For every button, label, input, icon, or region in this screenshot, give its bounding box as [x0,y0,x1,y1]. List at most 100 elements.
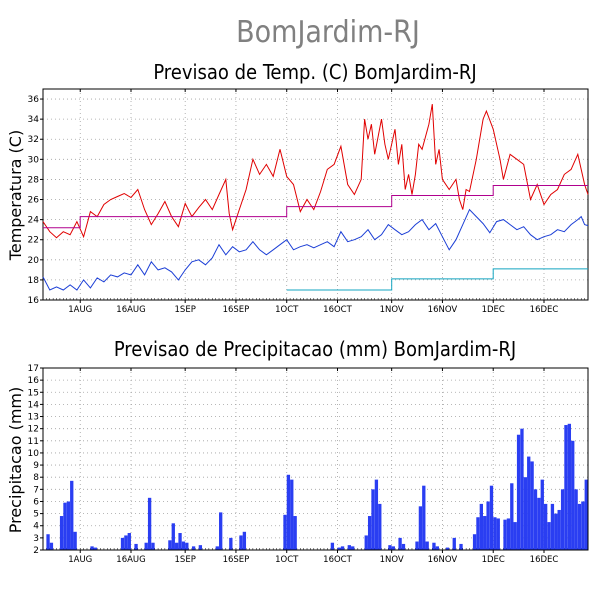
precip-bar [374,479,379,550]
precip-bar [489,485,494,550]
precip-bar [401,543,406,550]
precip-bar [476,517,480,550]
precip-bar [175,542,179,550]
precip-bar [147,497,152,550]
precip-bar [496,518,500,550]
y-tick-label: 4 [33,522,39,532]
x-tick-label: 1SEP [175,555,196,565]
precip-bar [171,523,175,550]
precip-bar [547,522,551,550]
y-tick-label: 12 [28,425,39,435]
precip-bar [120,537,125,550]
precip-bar [513,522,517,550]
x-tick-label: 1AUG [68,555,92,565]
y-tick-label: 5 [33,510,39,520]
precip-bar [510,483,514,550]
precip-bar [330,542,335,550]
precip-y-axis-label: Precipitacao (mm) [6,387,25,534]
precip-bar [577,503,582,550]
x-tick-label: 16DEC [530,555,559,565]
precip-bar [337,547,341,550]
y-tick-label: 32 [28,135,39,145]
precip-bar [63,502,67,550]
precip-bar [479,503,483,550]
precip-bar [543,503,548,550]
y-tick-label: 22 [28,236,39,246]
precip-bar [144,542,148,550]
y-tick-label: 17 [28,364,39,374]
x-tick-label: 16SEP [223,305,250,315]
y-tick-label: 16 [28,376,40,386]
precip-bar [371,489,375,550]
x-tick-label: 1OCT [275,305,299,315]
precip-bar [557,509,561,550]
precip-bar [168,540,172,550]
precip-bar [574,489,578,550]
precip-bar [283,514,287,550]
precip-bar [391,546,395,550]
precip-bar [584,479,588,550]
precip-bar [73,531,77,550]
y-tick-label: 8 [33,473,39,483]
precip-chart: Previsao de Precipitacao (mm) BomJardim-… [6,337,589,565]
temp-series-line-2 [43,185,588,229]
temp-series-line-1 [42,208,589,291]
y-tick-label: 24 [28,216,40,226]
x-tick-label: 16AUG [116,555,145,565]
y-tick-label: 34 [28,115,40,125]
precip-bar [452,537,456,550]
precip-bar [503,519,507,550]
precip-bar [70,480,74,550]
temp-y-axis-label: Temperatura (C) [6,130,25,261]
precip-bar [219,512,223,550]
precip-bar [90,546,94,550]
precip-bar [290,479,294,550]
x-tick-label: 1AUG [68,305,92,315]
precip-bar [540,479,544,550]
y-tick-label: 30 [28,155,40,165]
y-tick-label: 9 [33,461,39,471]
precip-bar [347,545,351,550]
precip-bar [93,547,98,550]
precip-plot-area: 2 3 4 5 6 7 8 9 10 11 12 13 14 15 16 17 1AUG 16AUG 1SEP 16S… [28,364,589,565]
x-tick-label: 16SEP [223,555,250,565]
precip-bar [191,546,196,550]
precip-bar [581,501,585,550]
precip-bar [415,541,419,550]
y-tick-label: 7 [33,485,39,495]
y-tick-label: 16 [28,296,40,306]
x-tick-label: 1NOV [380,305,404,315]
y-tick-label: 26 [28,196,40,206]
precip-bar [435,546,439,550]
x-tick-label: 1DEC [482,555,505,565]
temp-plot-area: 16 18 20 22 24 26 28 30 32 34 36 1AUG 16AUG 1SEP 16SEP… [28,88,589,315]
precip-bar [560,489,565,550]
temp-series-line-3 [286,268,588,291]
precip-bar [239,535,243,550]
y-tick-label: 3 [33,534,39,544]
precip-bar [215,546,219,550]
precip-bar [185,542,189,550]
precip-bar [533,489,538,550]
precip-chart-title: Previsao de Precipitacao (mm) BomJardim-… [114,337,516,361]
precip-bar [181,541,186,550]
y-tick-label: 28 [28,175,40,185]
precip-bar [459,543,463,550]
precip-bar [127,533,131,550]
page-title: BomJardim-RJ [236,15,420,50]
temp-chart-title: Previsao de Temp. (C) BomJardim-RJ [153,60,476,84]
x-tick-label: 1NOV [380,555,404,565]
precip-bar [351,546,355,550]
precip-bar [527,456,531,550]
plot-frame [42,88,589,301]
temp-series-line-0 [42,104,589,239]
precip-bar [425,541,429,550]
precip-bar [134,543,138,550]
precip-bar [567,423,572,550]
precip-bar [242,531,247,550]
precip-bar [151,542,155,550]
precip-bar [483,516,487,550]
y-tick-label: 20 [28,256,40,266]
precip-bar [445,547,450,550]
y-tick-label: 36 [28,95,40,105]
